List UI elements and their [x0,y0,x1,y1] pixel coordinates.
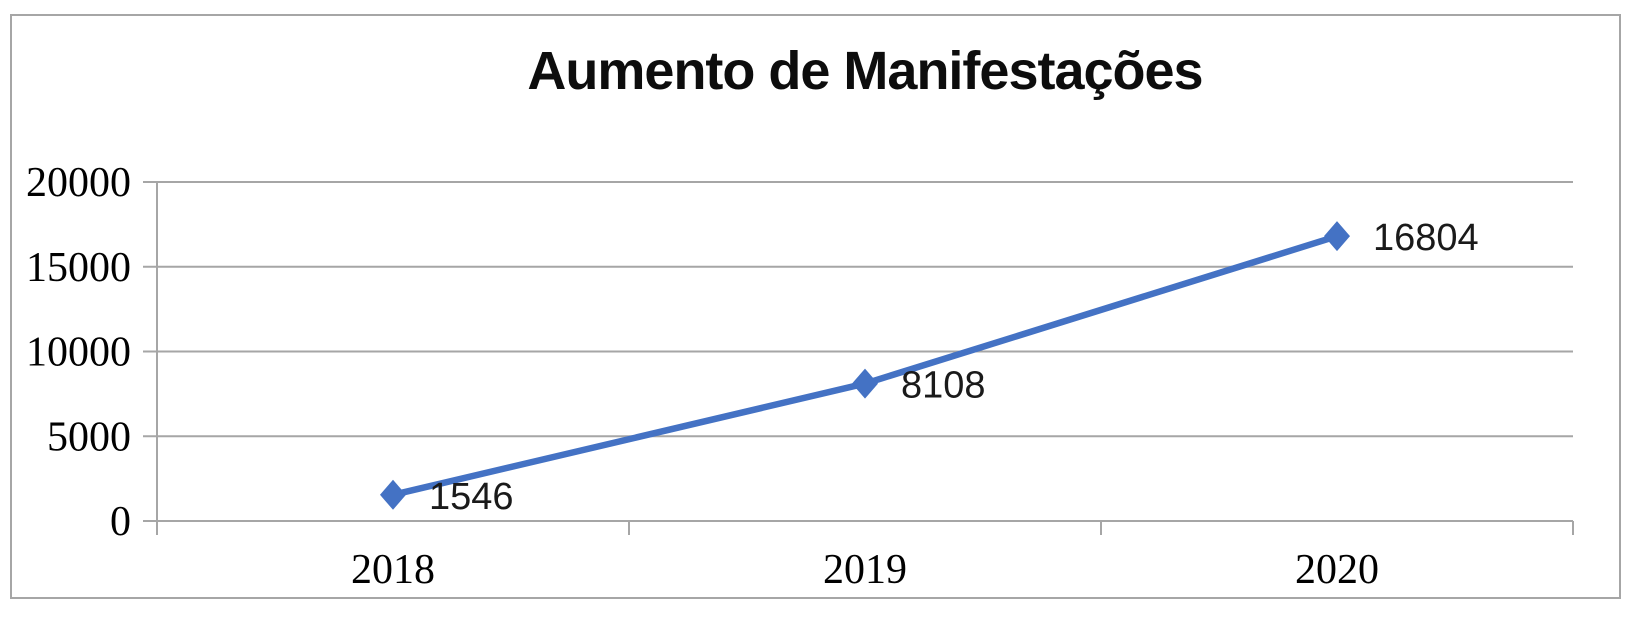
y-tick-label: 20000 [26,160,131,206]
chart-title: Aumento de Manifestações [527,41,1203,101]
y-tick-label: 0 [110,499,131,545]
y-tick-label: 5000 [47,414,131,460]
data-point-label: 8108 [901,365,986,407]
y-tick-label: 15000 [26,245,131,291]
x-tick-label: 2018 [351,547,435,593]
data-point-marker [1324,221,1350,252]
y-tick-label: 10000 [26,330,131,376]
data-point-label: 1546 [429,476,514,518]
chart-frame [10,14,1621,599]
x-tick-label: 2020 [1295,547,1379,593]
x-tick-label: 2019 [823,547,907,593]
data-point-label: 16804 [1373,217,1479,259]
data-line [389,232,1341,499]
data-point-marker [380,479,406,510]
data-point-marker [852,368,878,399]
